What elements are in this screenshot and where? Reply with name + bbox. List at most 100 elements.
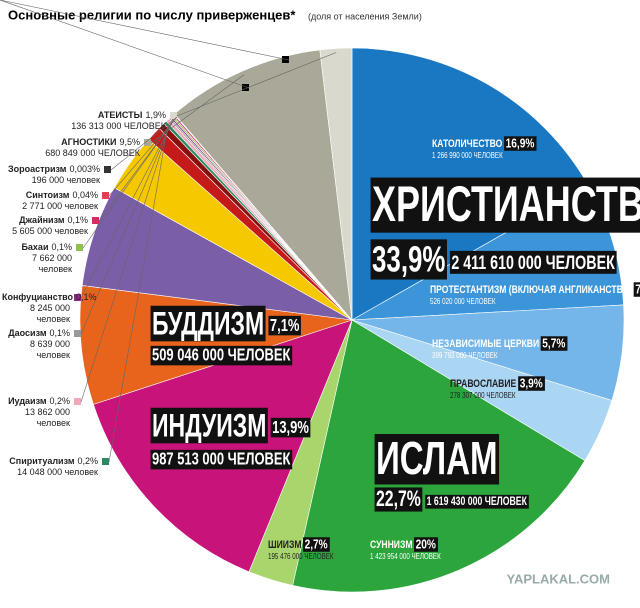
group-name: БУДДИЗМ xyxy=(152,306,264,342)
count-label: 399 793 000 ЧЕЛОВЕК xyxy=(432,351,498,360)
value-label: 7,4% xyxy=(635,282,640,296)
count-label-box xyxy=(425,494,529,509)
slice-name: Зороастризм xyxy=(7,164,67,174)
label: ПРОТЕСТАНТИЗМ (ВКЛЮЧАЯ АНГЛИКАНСТВО)7,4%… xyxy=(430,282,640,306)
slice-name: АТЕИСТЫ xyxy=(97,110,143,120)
value-label: 5,7% xyxy=(542,336,566,350)
count-label-box xyxy=(150,345,293,366)
legend-marker xyxy=(74,294,81,301)
value-label-box xyxy=(270,417,311,438)
count-label: 2 771 000 человек xyxy=(22,201,98,211)
slice-name: Конфуцианство xyxy=(2,292,74,302)
side-label: Джайнизм 0,1% 5 605 000 человек xyxy=(3,215,88,237)
group-name: ИНДУИЗМ xyxy=(152,408,266,444)
label: ИСЛАМ 22,7% 1 619 430 000 ЧЕЛОВЕК xyxy=(374,433,529,512)
side-label: Иудаизм 0,2% 13 862 000 человек xyxy=(4,396,70,429)
value-label: 0,1% xyxy=(51,242,72,252)
leader-line xyxy=(82,118,175,249)
leader-line xyxy=(176,52,337,117)
count-label: 1 423 954 000 ЧЕЛОВЕК xyxy=(370,552,441,561)
value-label: 0,2% xyxy=(49,396,70,406)
count-label: 8 245 000 человек xyxy=(29,303,70,324)
count-label: 278 307 000 ЧЕЛОВЕК xyxy=(450,391,516,400)
count-label: 196 000 человек xyxy=(31,175,100,185)
group-name-box xyxy=(370,177,640,233)
leader-line xyxy=(0,0,290,61)
value-label-box xyxy=(414,537,438,552)
count-label: 680 849 000 ЧЕЛОВЕК xyxy=(45,148,140,158)
group-name: ИСЛАМ xyxy=(376,434,498,484)
slice-name: Синтоизм xyxy=(25,190,70,200)
count-label: 136 313 000 ЧЕЛОВЕК xyxy=(71,121,166,131)
legend-marker xyxy=(102,192,109,199)
legend-marker xyxy=(76,244,83,251)
slice-name: СУННИЗМ xyxy=(370,539,412,551)
pie-slice xyxy=(174,49,353,321)
pie-slice xyxy=(79,285,353,405)
label: ХРИСТИАНСТВО 33,9%2 411 610 000 ЧЕЛОВЕК xyxy=(370,177,640,280)
slice-name: КАТОЛИЧЕСТВО xyxy=(432,138,503,150)
legend-marker xyxy=(74,330,81,337)
value-label: 0,003% xyxy=(69,164,100,174)
leader-line xyxy=(110,116,178,171)
side-label: АТЕИСТЫ 1,9% 136 313 000 ЧЕЛОВЕК xyxy=(56,110,166,132)
leader-line xyxy=(80,120,174,299)
pie-slice xyxy=(93,319,353,573)
group-name-box xyxy=(150,407,268,444)
value-label: 0,1% xyxy=(76,292,97,302)
legend-marker xyxy=(92,217,99,224)
chart-title: Основные религии по числу приверженцев* xyxy=(8,7,296,22)
value-label: 0,1% xyxy=(67,215,88,225)
legend-marker xyxy=(170,112,177,119)
slice-name: Иудаизм xyxy=(8,396,47,406)
count-label: 987 513 000 ЧЕЛОВЕК xyxy=(152,450,291,470)
value-label-box xyxy=(370,239,448,280)
value-label-box xyxy=(504,136,537,151)
slice-name: Даосизм xyxy=(8,328,47,338)
count-label: 13 862 000 человек xyxy=(24,407,70,428)
leader-line xyxy=(80,122,171,403)
slice-name: ШИИЗМ xyxy=(268,539,301,551)
slice-name: ПРАВОСЛАВИЕ xyxy=(450,378,517,390)
legend-marker xyxy=(74,398,81,405)
count-label: 1 266 990 000 ЧЕЛОВЕК xyxy=(432,151,503,160)
legend-marker xyxy=(242,84,249,91)
label: СУННИЗМ 20%1 423 954 000 ЧЕЛОВЕК xyxy=(370,537,441,561)
slice-name: ПРОТЕСТАНТИЗМ (ВКЛЮЧАЯ АНГЛИКАНСТВО) xyxy=(430,284,632,296)
value-label-box xyxy=(633,282,640,297)
side-label: Конфуцианство 0,1% 8 245 000 человек xyxy=(2,292,97,325)
watermark: YAPLAKAL.COM xyxy=(506,571,610,586)
value-label: 22,7% xyxy=(376,487,421,511)
label: КАТОЛИЧЕСТВО 16,9%1 266 990 000 ЧЕЛОВЕК xyxy=(432,136,537,160)
leader-line xyxy=(0,0,250,89)
group-name-box xyxy=(150,305,266,342)
leader-line xyxy=(80,121,173,335)
value-label: 1,9% xyxy=(145,110,166,120)
count-label: 526 020 000 ЧЕЛОВЕК xyxy=(430,297,496,306)
leader-line xyxy=(108,116,178,197)
pie-slice xyxy=(319,47,353,321)
count-label: 1 619 430 000 ЧЕЛОВЕК xyxy=(427,495,528,509)
group-name-box xyxy=(374,433,500,485)
label: ШИИЗМ 2,7%195 476 000 ЧЕЛОВЕК xyxy=(268,537,334,561)
count-label: 7 662 000 человек xyxy=(31,253,72,274)
slice-name: Джайнизм xyxy=(19,215,65,225)
slice-name: Бахаи xyxy=(21,242,49,252)
count-label: 509 046 000 ЧЕЛОВЕК xyxy=(152,346,291,366)
legend-marker xyxy=(102,458,109,465)
count-label: 195 476 000 ЧЕЛОВЕК xyxy=(268,552,334,561)
pie xyxy=(79,47,625,593)
value-label: 13,9% xyxy=(272,418,309,438)
value-label: 3,9% xyxy=(520,376,544,390)
value-label: 33,9% xyxy=(372,239,446,279)
legend-marker xyxy=(104,166,111,173)
chart-subtitle: (доля от населения Земли) xyxy=(308,11,422,21)
leader-line xyxy=(108,125,169,463)
value-label: 2,7% xyxy=(305,537,329,551)
slice-name: НЕЗАВИСИМЫЕ ЦЕРКВИ xyxy=(432,338,539,350)
side-label: АГНОСТИКИ 9,5% 680 849 000 ЧЕЛОВЕК xyxy=(30,137,140,159)
side-label xyxy=(118,82,238,93)
value-label-box xyxy=(303,537,330,552)
value-label-box xyxy=(268,315,301,336)
